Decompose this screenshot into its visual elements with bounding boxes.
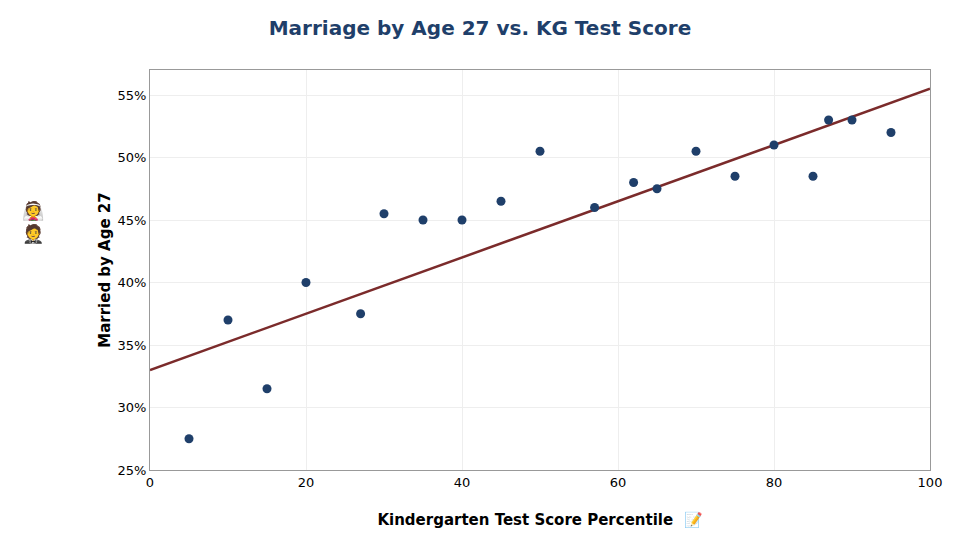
- svg-text:Marriage by Age 27 vs. KG Test: Marriage by Age 27 vs. KG Test Score: [269, 16, 692, 40]
- svg-text:50%: 50%: [117, 150, 146, 165]
- svg-text:Married by Age 27: Married by Age 27: [96, 192, 114, 347]
- svg-text:30%: 30%: [117, 400, 146, 415]
- svg-text:Kindergarten Test Score Percen: Kindergarten Test Score Percentile 📝: [377, 511, 702, 529]
- svg-text:0: 0: [146, 475, 154, 490]
- svg-text:45%: 45%: [117, 213, 146, 228]
- svg-text:100: 100: [918, 475, 943, 490]
- svg-text:60: 60: [610, 475, 627, 490]
- svg-text:35%: 35%: [117, 338, 146, 353]
- svg-text:80: 80: [766, 475, 783, 490]
- svg-text:25%: 25%: [117, 463, 146, 478]
- svg-text:40%: 40%: [117, 275, 146, 290]
- svg-text:20: 20: [298, 475, 315, 490]
- svg-text:👰🤵: 👰🤵: [22, 200, 44, 244]
- svg-text:55%: 55%: [117, 88, 146, 103]
- svg-text:40: 40: [454, 475, 471, 490]
